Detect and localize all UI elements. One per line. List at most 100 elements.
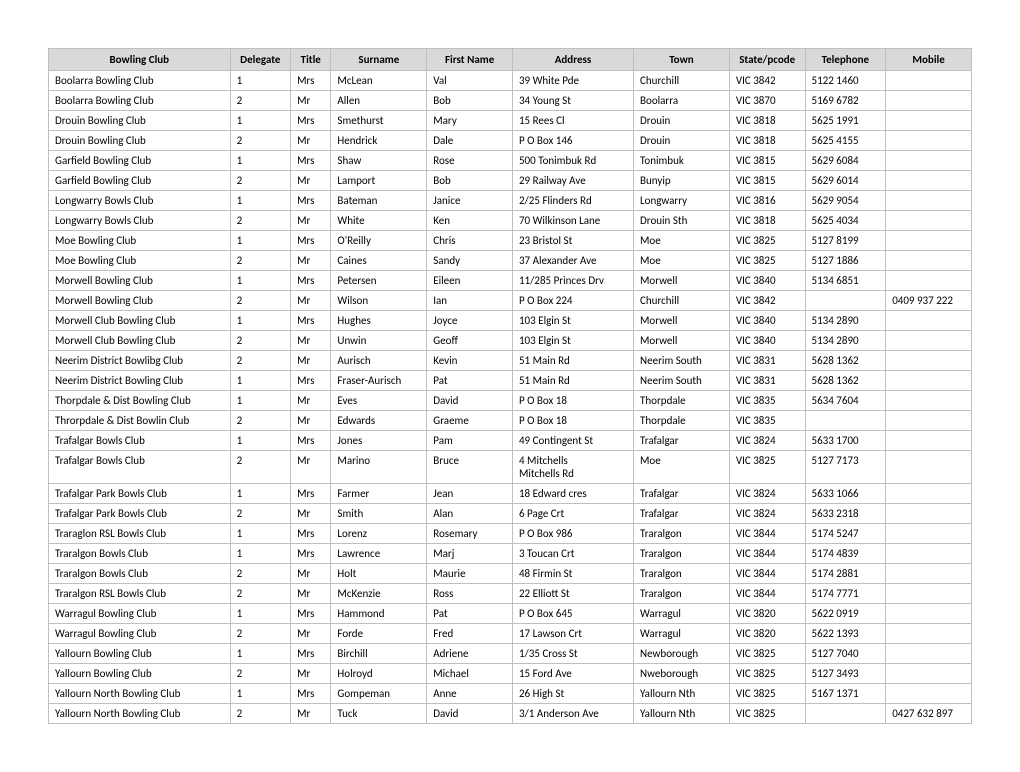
table-cell: 1 [230, 431, 291, 451]
table-cell: 1 [230, 151, 291, 171]
table-cell: 70 Wilkinson Lane [512, 211, 633, 231]
table-cell: Bob [427, 91, 513, 111]
table-cell [886, 584, 972, 604]
table-cell [886, 331, 972, 351]
table-cell: VIC 3815 [729, 151, 805, 171]
table-cell: Kevin [427, 351, 513, 371]
table-cell: 2 [230, 451, 291, 484]
table-cell: Mr [291, 624, 331, 644]
table-cell [886, 231, 972, 251]
table-cell: Drouin [634, 131, 730, 151]
table-cell: 1 [230, 544, 291, 564]
table-cell [886, 311, 972, 331]
table-cell [886, 604, 972, 624]
table-cell: Traralgon [634, 584, 730, 604]
table-cell [886, 524, 972, 544]
table-row: Traralgon Bowls Club1MrsLawrenceMarj3 To… [49, 544, 972, 564]
table-cell [886, 351, 972, 371]
table-cell: Ross [427, 584, 513, 604]
table-cell: VIC 3824 [729, 504, 805, 524]
table-cell: 34 Young St [512, 91, 633, 111]
table-cell: 5127 3493 [805, 664, 886, 684]
table-cell: 5622 0919 [805, 604, 886, 624]
table-cell: Drouin Bowling Club [49, 111, 231, 131]
table-row: Traraglon RSL Bowls Club1MrsLorenzRosema… [49, 524, 972, 544]
table-cell: Warragul Bowling Club [49, 604, 231, 624]
col-header: Telephone [805, 49, 886, 71]
table-row: Warragul Bowling Club1MrsHammondPatP O B… [49, 604, 972, 624]
table-cell: VIC 3840 [729, 271, 805, 291]
table-cell: 2 [230, 171, 291, 191]
table-cell: Drouin Bowling Club [49, 131, 231, 151]
table-cell: Rose [427, 151, 513, 171]
table-cell: Traralgon Bowls Club [49, 564, 231, 584]
table-cell: 5134 2890 [805, 311, 886, 331]
table-cell: VIC 3818 [729, 131, 805, 151]
table-cell: Thorpdale & Dist Bowling Club [49, 391, 231, 411]
table-cell: 1 [230, 111, 291, 131]
table-cell: Anne [427, 684, 513, 704]
table-cell: 5134 6851 [805, 271, 886, 291]
table-row: Trafalgar Park Bowls Club2MrSmithAlan6 P… [49, 504, 972, 524]
table-cell: Boolarra Bowling Club [49, 91, 231, 111]
table-cell: Mrs [291, 151, 331, 171]
table-cell: VIC 3815 [729, 171, 805, 191]
table-cell: VIC 3842 [729, 291, 805, 311]
table-cell: Churchill [634, 71, 730, 91]
table-cell: Warragul Bowling Club [49, 624, 231, 644]
table-cell: Bruce [427, 451, 513, 484]
table-cell: Moe [634, 251, 730, 271]
table-cell: Yallourn Nth [634, 684, 730, 704]
table-cell: Alan [427, 504, 513, 524]
table-cell: Churchill [634, 291, 730, 311]
table-cell: Yallourn Bowling Club [49, 644, 231, 664]
table-cell: VIC 3844 [729, 544, 805, 564]
table-cell: 0409 937 222 [886, 291, 972, 311]
table-cell: 15 Rees Cl [512, 111, 633, 131]
table-cell: Graeme [427, 411, 513, 431]
table-cell: Forde [331, 624, 427, 644]
table-cell: VIC 3844 [729, 524, 805, 544]
table-cell: P O Box 986 [512, 524, 633, 544]
table-cell: 5625 1991 [805, 111, 886, 131]
table-cell: VIC 3825 [729, 684, 805, 704]
table-row: Morwell Bowling Club1MrsPetersenEileen11… [49, 271, 972, 291]
table-cell: 5629 6014 [805, 171, 886, 191]
table-row: Traralgon RSL Bowls Club2MrMcKenzieRoss2… [49, 584, 972, 604]
table-cell: Wilson [331, 291, 427, 311]
col-header: Town [634, 49, 730, 71]
table-cell [886, 624, 972, 644]
table-cell: 500 Tonimbuk Rd [512, 151, 633, 171]
table-cell: Garfield Bowling Club [49, 151, 231, 171]
table-cell: Mr [291, 584, 331, 604]
table-cell: 2 [230, 624, 291, 644]
table-cell: Thorpdale [634, 391, 730, 411]
table-cell: Adriene [427, 644, 513, 664]
table-cell: 5629 6084 [805, 151, 886, 171]
table-cell [886, 251, 972, 271]
table-cell: 1 [230, 271, 291, 291]
table-cell: Mrs [291, 484, 331, 504]
table-cell: VIC 3870 [729, 91, 805, 111]
table-cell: Sandy [427, 251, 513, 271]
table-cell: Traralgon [634, 544, 730, 564]
table-row: Traralgon Bowls Club2MrHoltMaurie48 Firm… [49, 564, 972, 584]
table-cell: Garfield Bowling Club [49, 171, 231, 191]
table-cell: Pat [427, 604, 513, 624]
table-cell: 1 [230, 191, 291, 211]
table-cell: 2 [230, 91, 291, 111]
table-cell: Moe [634, 451, 730, 484]
table-cell: Hammond [331, 604, 427, 624]
table-cell: Moe Bowling Club [49, 251, 231, 271]
col-header: First Name [427, 49, 513, 71]
table-cell: Mrs [291, 644, 331, 664]
table-cell: Throrpdale & Dist Bowlin Club [49, 411, 231, 431]
table-row: Morwell Bowling Club2MrWilsonIanP O Box … [49, 291, 972, 311]
table-cell: 23 Bristol St [512, 231, 633, 251]
table-cell: VIC 3824 [729, 484, 805, 504]
table-cell [886, 544, 972, 564]
table-cell: 5174 2881 [805, 564, 886, 584]
table-cell: P O Box 224 [512, 291, 633, 311]
table-cell: Fraser-Aurisch [331, 371, 427, 391]
table-cell: 1 [230, 231, 291, 251]
